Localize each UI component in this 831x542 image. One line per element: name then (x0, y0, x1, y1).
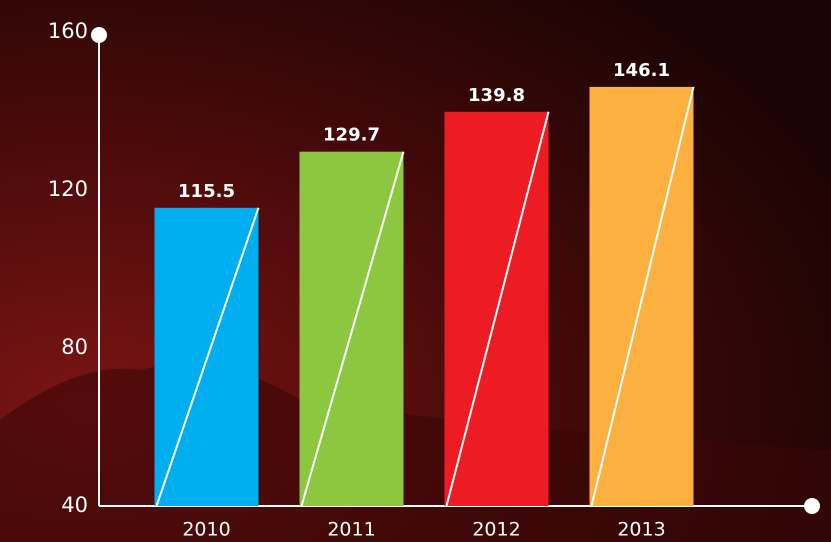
x-tick-label: 2010 (182, 519, 230, 541)
value-label: 115.5 (178, 181, 235, 202)
bar-stripe (445, 111, 550, 507)
x-tick-label: 2011 (327, 519, 375, 541)
y-tick-label: 80 (61, 335, 88, 359)
bar-stripe (590, 86, 695, 507)
value-label: 129.7 (323, 125, 380, 146)
x-tick-label: 2013 (617, 519, 665, 541)
value-label: 146.1 (613, 60, 670, 81)
bar-stripe (300, 151, 405, 507)
y-tick-label: 120 (48, 177, 88, 201)
y-tick-label: 40 (61, 493, 88, 517)
y-tick-label: 160 (48, 19, 88, 43)
x-tick-label: 2012 (472, 519, 520, 541)
axis-end (91, 27, 107, 43)
value-label: 139.8 (468, 85, 525, 106)
axis-end (804, 498, 820, 514)
bar-stripe (155, 207, 260, 507)
